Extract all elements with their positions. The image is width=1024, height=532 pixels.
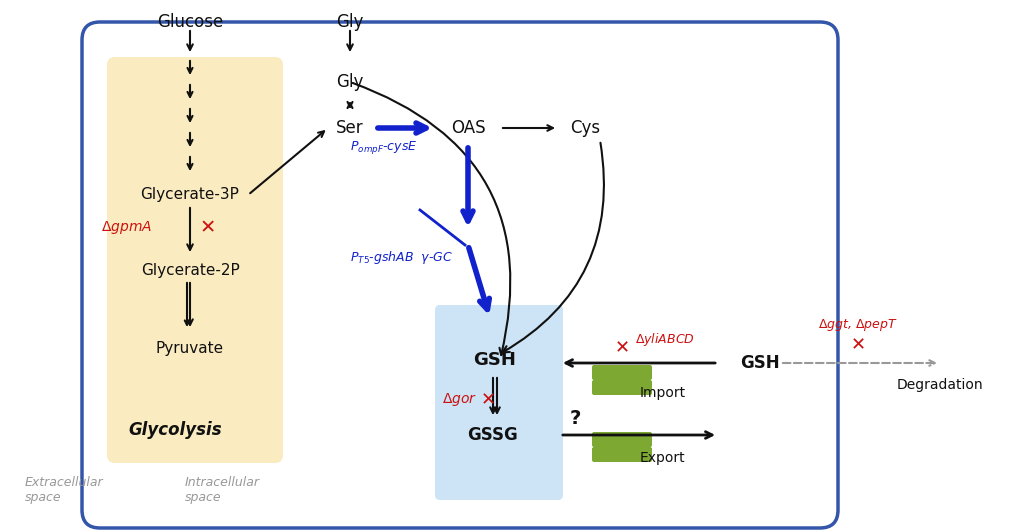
Text: $\Delta$$gpmA$: $\Delta$$gpmA$: [100, 220, 152, 237]
Text: Extracellular
space: Extracellular space: [25, 476, 103, 504]
FancyBboxPatch shape: [592, 447, 652, 462]
FancyBboxPatch shape: [592, 432, 652, 447]
Text: ✕: ✕: [614, 339, 630, 357]
Text: Intracellular
space: Intracellular space: [185, 476, 260, 504]
Text: GSH: GSH: [473, 351, 516, 369]
Text: ✕: ✕: [200, 219, 216, 237]
Text: P$_{T5}$-$gshAB$  $\gamma$-GC: P$_{T5}$-$gshAB$ $\gamma$-GC: [350, 250, 454, 267]
FancyArrowPatch shape: [352, 83, 510, 355]
Text: Gly: Gly: [336, 13, 364, 31]
Text: Import: Import: [640, 386, 686, 400]
FancyBboxPatch shape: [106, 57, 283, 463]
Text: Export: Export: [640, 451, 686, 465]
Text: $\Delta$$gor$: $\Delta$$gor$: [442, 392, 477, 409]
Text: ✕: ✕: [480, 391, 496, 409]
Text: Glycerate-2P: Glycerate-2P: [140, 262, 240, 278]
Text: Pyruvate: Pyruvate: [156, 340, 224, 355]
Text: Ser: Ser: [336, 119, 364, 137]
Text: Gly: Gly: [336, 73, 364, 91]
FancyBboxPatch shape: [592, 365, 652, 380]
FancyBboxPatch shape: [592, 380, 652, 395]
Text: Cys: Cys: [570, 119, 600, 137]
Text: Glucose: Glucose: [157, 13, 223, 31]
Text: Degradation: Degradation: [897, 378, 983, 392]
Text: P$_{ompF}$-$cysE$: P$_{ompF}$-$cysE$: [350, 139, 418, 156]
FancyBboxPatch shape: [435, 305, 563, 500]
Text: GSH: GSH: [740, 354, 779, 372]
Text: ?: ?: [569, 409, 581, 428]
Text: $\Delta$$ggt$, $\Delta$$pepT$: $\Delta$$ggt$, $\Delta$$pepT$: [818, 317, 898, 333]
Text: GSSG: GSSG: [468, 426, 518, 444]
FancyArrowPatch shape: [503, 143, 604, 352]
Text: ✕: ✕: [851, 336, 865, 354]
Text: Glycolysis: Glycolysis: [128, 421, 221, 439]
Text: Glycerate-3P: Glycerate-3P: [140, 187, 240, 203]
Text: OAS: OAS: [451, 119, 485, 137]
FancyBboxPatch shape: [82, 22, 838, 528]
Text: $\Delta$$yliABCD$: $\Delta$$yliABCD$: [635, 331, 694, 348]
